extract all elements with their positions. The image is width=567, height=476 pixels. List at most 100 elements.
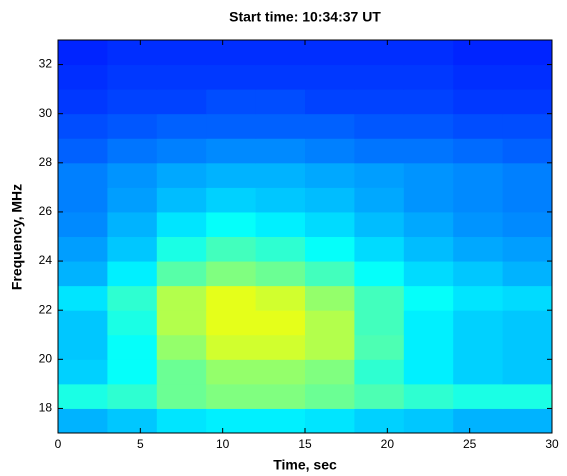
heat-cell — [255, 64, 306, 90]
heat-cell — [255, 285, 306, 311]
heat-cell — [453, 383, 504, 409]
heat-cell — [58, 40, 108, 66]
heat-cell — [206, 359, 257, 385]
y-tick-label: 20 — [39, 351, 53, 365]
heat-cell — [305, 113, 355, 139]
heat-cell — [453, 138, 504, 164]
heat-cell — [453, 113, 504, 139]
heat-cell — [107, 310, 158, 336]
heat-cell — [305, 211, 355, 237]
heat-cell — [58, 162, 108, 188]
heat-cell — [453, 334, 504, 360]
heat-cell — [403, 359, 454, 385]
heat-cell — [502, 408, 553, 434]
heat-cell — [156, 89, 207, 115]
x-tick-label: 5 — [137, 437, 144, 451]
heat-cell — [453, 236, 504, 262]
heat-cell — [58, 64, 108, 90]
heat-cell — [206, 187, 257, 213]
heat-cell — [354, 236, 405, 262]
heat-cell — [453, 162, 504, 188]
heat-cell — [305, 383, 355, 409]
heat-cell — [502, 40, 553, 66]
heat-cell — [502, 261, 553, 287]
heat-cell — [403, 40, 454, 66]
heat-cell — [156, 64, 207, 90]
heat-cell — [453, 285, 504, 311]
x-tick-label: 20 — [381, 437, 395, 451]
heat-cell — [453, 40, 504, 66]
heat-cell — [107, 359, 158, 385]
heat-cell — [58, 138, 108, 164]
heat-cell — [58, 211, 108, 237]
heat-cell — [255, 236, 306, 262]
heat-cell — [403, 162, 454, 188]
heat-cell — [502, 285, 553, 311]
x-tick-label: 25 — [463, 437, 477, 451]
heat-cell — [107, 187, 158, 213]
heat-cell — [354, 383, 405, 409]
heat-cell — [354, 261, 405, 287]
heat-cell — [107, 64, 158, 90]
heat-cell — [58, 334, 108, 360]
heat-cell — [502, 162, 553, 188]
heat-cell — [255, 162, 306, 188]
heat-cell — [58, 383, 108, 409]
heat-cell — [354, 310, 405, 336]
heat-cell — [403, 113, 454, 139]
heat-cell — [354, 408, 405, 434]
y-axis-label: Frequency, MHz — [9, 184, 25, 290]
heat-cell — [255, 113, 306, 139]
heat-cell — [453, 359, 504, 385]
heat-cell — [305, 334, 355, 360]
heat-cell — [255, 40, 306, 66]
heat-cell — [206, 285, 257, 311]
heat-cell — [156, 261, 207, 287]
y-tick-label: 24 — [39, 253, 53, 267]
y-tick-label: 18 — [39, 401, 53, 415]
heat-cell — [502, 138, 553, 164]
x-tick-label: 0 — [55, 437, 62, 451]
heat-cell — [107, 285, 158, 311]
heat-cell — [156, 383, 207, 409]
heat-cell — [58, 408, 108, 434]
heat-cell — [305, 310, 355, 336]
heat-cell — [255, 310, 306, 336]
heat-cell — [107, 162, 158, 188]
heat-cell — [107, 408, 158, 434]
heat-cell — [206, 334, 257, 360]
heat-cell — [453, 187, 504, 213]
heat-cell — [156, 187, 207, 213]
heat-cell — [156, 359, 207, 385]
heat-cell — [502, 187, 553, 213]
heat-cell — [107, 236, 158, 262]
x-tick-label: 10 — [216, 437, 230, 451]
heat-cell — [58, 310, 108, 336]
y-tick-label: 32 — [39, 57, 53, 71]
x-tick-label: 15 — [298, 437, 312, 451]
heat-cell — [502, 64, 553, 90]
heat-cell — [58, 285, 108, 311]
heat-cell — [107, 383, 158, 409]
heat-cell — [58, 187, 108, 213]
heat-cell — [156, 138, 207, 164]
heat-cell — [403, 334, 454, 360]
heat-cell — [58, 359, 108, 385]
y-tick-label: 22 — [39, 302, 53, 316]
heat-cell — [305, 408, 355, 434]
heat-cell — [305, 138, 355, 164]
heat-cell — [255, 408, 306, 434]
heat-cell — [206, 113, 257, 139]
heat-cell — [354, 113, 405, 139]
heat-cell — [305, 261, 355, 287]
heat-cell — [156, 211, 207, 237]
heat-cell — [107, 211, 158, 237]
heat-cell — [502, 113, 553, 139]
heat-cell — [403, 64, 454, 90]
heat-cell — [206, 310, 257, 336]
heat-cell — [354, 285, 405, 311]
heat-cell — [305, 285, 355, 311]
heat-cell — [502, 359, 553, 385]
